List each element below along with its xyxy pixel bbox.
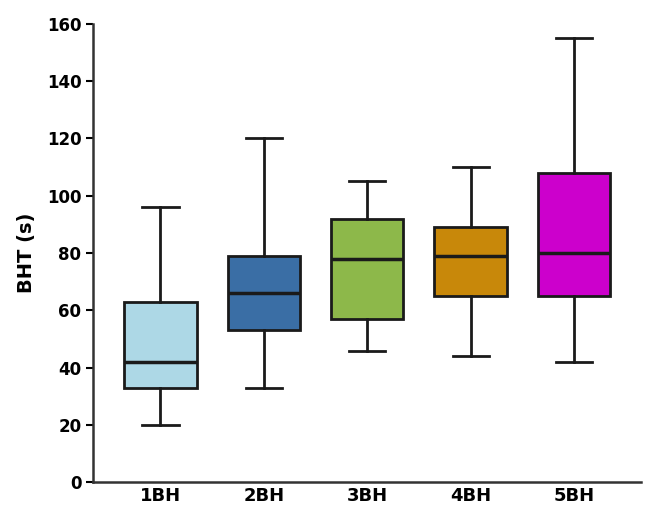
PathPatch shape bbox=[228, 256, 300, 330]
PathPatch shape bbox=[331, 219, 403, 319]
PathPatch shape bbox=[434, 227, 507, 296]
PathPatch shape bbox=[124, 302, 197, 388]
PathPatch shape bbox=[538, 173, 611, 296]
Y-axis label: BHT (s): BHT (s) bbox=[16, 213, 36, 293]
